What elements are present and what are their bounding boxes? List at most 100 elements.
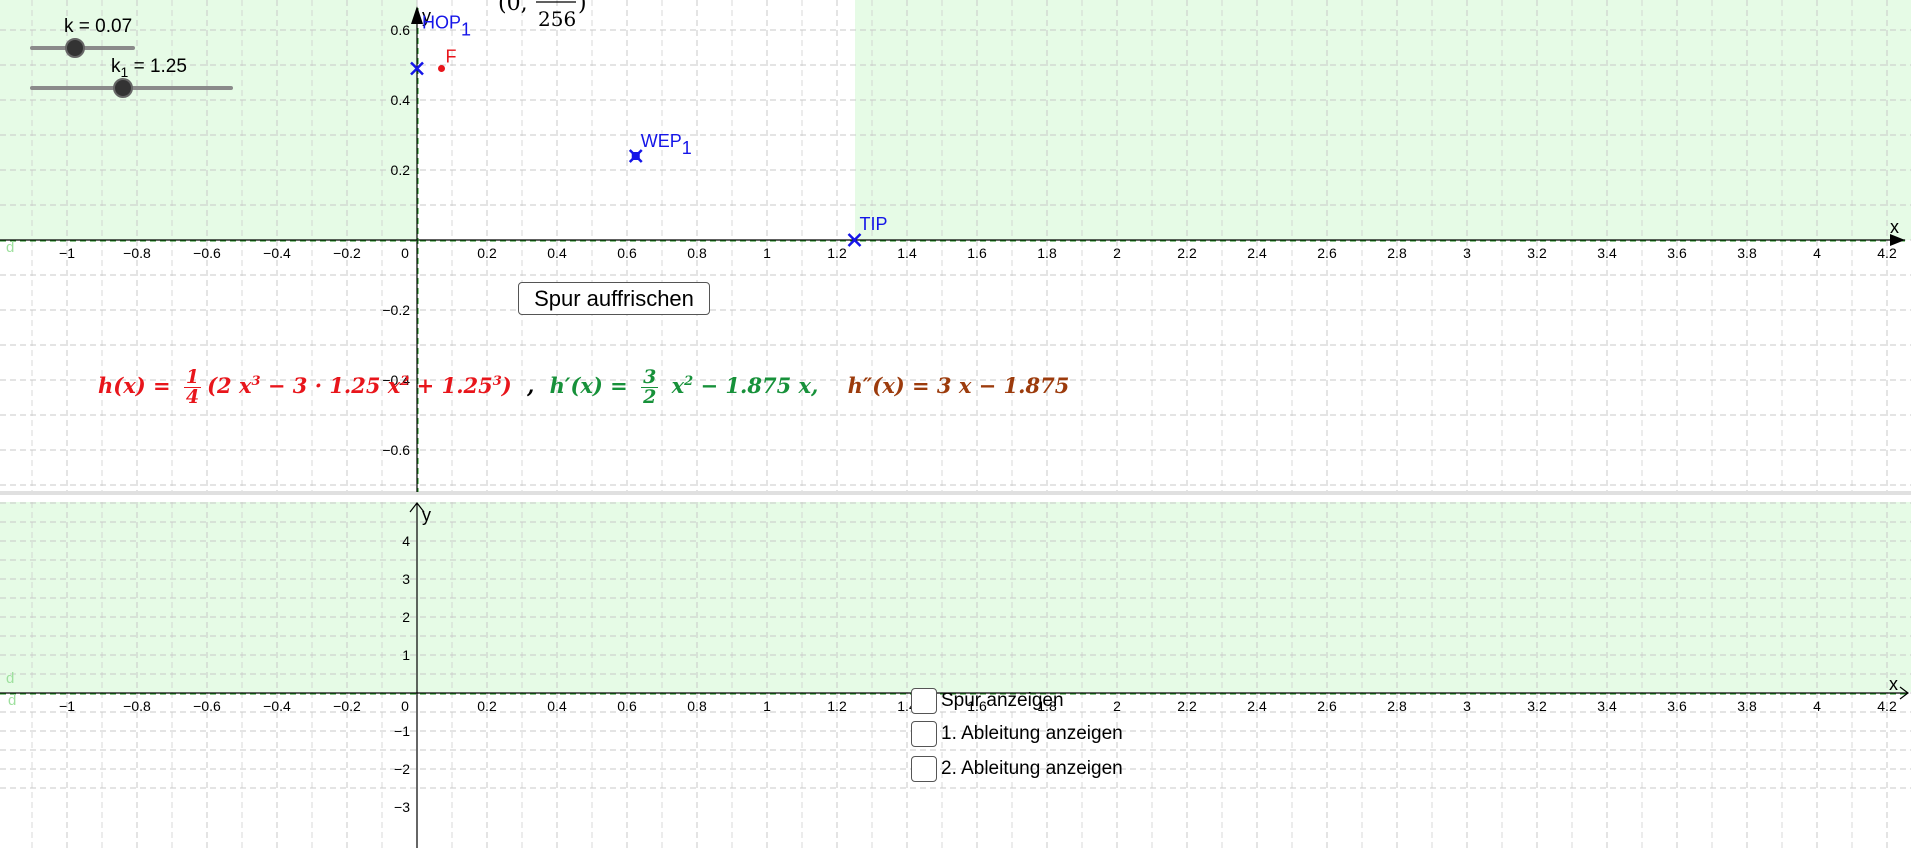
x-tick-label: 2.4 bbox=[1247, 245, 1267, 261]
slider-k1-handle[interactable] bbox=[113, 78, 133, 98]
x-tick-label: 4 bbox=[1813, 245, 1821, 261]
top-tick-labels: −1 −0.8 −0.6 −0.4 −0.2 0 0.2 0.4 0.6 0.8 1 1.2 1.4 1.… bbox=[59, 22, 1897, 458]
slider-k1[interactable]: k1 = 1.25 bbox=[28, 54, 238, 99]
top-x-axis-label: x bbox=[1890, 217, 1899, 237]
faint-d-label: d bbox=[6, 670, 14, 687]
checkbox-show-trace[interactable]: Spur anzeigen bbox=[911, 686, 1064, 716]
inflection-marker bbox=[631, 152, 640, 160]
x-tick-label: 0.6 bbox=[617, 698, 637, 714]
x-tick-label: 3 bbox=[1463, 698, 1471, 714]
checkbox-show-trace-label: Spur anzeigen bbox=[941, 690, 1064, 711]
checkbox-show-second-derivative[interactable]: 2. Ableitung anzeigen bbox=[911, 754, 1123, 784]
h-formula: h(x) = 1 4 (2 x3 − 3 · 1.25 x2 + 1.253) bbox=[98, 366, 512, 408]
bottom-shade bbox=[0, 502, 1911, 692]
x-tick-label: 3.6 bbox=[1667, 698, 1687, 714]
top-axes bbox=[0, 6, 1905, 492]
slider-k-handle[interactable] bbox=[65, 38, 85, 58]
x-tick-label: −1 bbox=[59, 245, 75, 261]
top-y-axis-label: y bbox=[422, 6, 431, 26]
x-tick-label: 1 bbox=[763, 245, 771, 261]
x-tick-label: −0.6 bbox=[193, 245, 221, 261]
svg-text:): ) bbox=[578, 0, 587, 16]
x-tick-label: 2.4 bbox=[1247, 698, 1267, 714]
point-label-tip: TIP bbox=[860, 214, 888, 234]
checkbox-first-derivative-label: 1. Ableitung anzeigen bbox=[941, 723, 1123, 744]
x-tick-label: 1.4 bbox=[897, 245, 917, 261]
x-tick-label: 3 bbox=[1463, 245, 1471, 261]
svg-text:(0,: (0, bbox=[498, 0, 528, 16]
y-tick-label: −0.6 bbox=[382, 442, 410, 458]
checkbox-first-derivative-box[interactable] bbox=[911, 721, 937, 747]
bottom-x-axis-label: x bbox=[1889, 674, 1898, 694]
x-tick-label: −1 bbox=[59, 698, 75, 714]
checkbox-show-trace-box[interactable] bbox=[911, 688, 937, 714]
x-tick-label: 0.2 bbox=[477, 698, 497, 714]
x-arrow-icon bbox=[1890, 234, 1905, 246]
coordinate-label: (0, 256 ) bbox=[498, 0, 587, 31]
y-tick-label: −2 bbox=[394, 761, 410, 777]
point-hop-marker[interactable] bbox=[410, 61, 424, 76]
slider-k-label: k = 0.07 bbox=[64, 16, 133, 37]
x-tick-label: 2.8 bbox=[1387, 245, 1407, 261]
x-tick-label: 2.6 bbox=[1317, 245, 1337, 261]
refresh-trace-button[interactable]: Spur auffrischen bbox=[518, 282, 710, 315]
x-tick-label: −0.2 bbox=[333, 698, 361, 714]
x-tick-label: 0.2 bbox=[477, 245, 497, 261]
y-arrow-icon bbox=[411, 6, 423, 24]
x-tick-label: 1.6 bbox=[967, 245, 987, 261]
x-tick-label: 3.4 bbox=[1597, 245, 1617, 261]
y-tick-label: −3 bbox=[394, 799, 410, 815]
y-tick-label: −1 bbox=[394, 723, 410, 739]
x-tick-label: 1.8 bbox=[1037, 698, 1057, 714]
checkbox-second-derivative-box[interactable] bbox=[911, 756, 937, 782]
x-tick-label: 0 bbox=[401, 698, 409, 714]
x-tick-label: 1.8 bbox=[1037, 245, 1057, 261]
point-tip-marker[interactable] bbox=[847, 233, 862, 247]
x-tick-label: 2.6 bbox=[1317, 698, 1337, 714]
y-tick-label: −0.2 bbox=[382, 302, 410, 318]
x-tick-label: 1 bbox=[763, 698, 771, 714]
x-tick-label: 2 bbox=[1113, 245, 1121, 261]
x-tick-label: 0.6 bbox=[617, 245, 637, 261]
point-label-hop: HOP1 bbox=[422, 13, 471, 40]
x-tick-label: 3.2 bbox=[1527, 698, 1547, 714]
x-tick-label: 0.8 bbox=[687, 698, 707, 714]
x-tick-label: 1.2 bbox=[827, 245, 847, 261]
y-tick-label: 0.6 bbox=[391, 22, 411, 38]
x-tick-label: 2.2 bbox=[1177, 698, 1197, 714]
bottom-axes bbox=[0, 502, 1909, 848]
point-label-f: F bbox=[446, 47, 457, 67]
y-tick-label: 3 bbox=[402, 571, 410, 587]
slider-k1-label: k1 = 1.25 bbox=[111, 56, 187, 80]
x-tick-label: −0.2 bbox=[333, 245, 361, 261]
slider-k[interactable]: k = 0.07 bbox=[28, 15, 168, 60]
x-tick-label: 3.4 bbox=[1597, 698, 1617, 714]
x-tick-label: −0.8 bbox=[123, 245, 151, 261]
y-tick-label: 4 bbox=[402, 533, 410, 549]
faint-d-label: d bbox=[8, 692, 16, 709]
x-tick-label: −0.8 bbox=[123, 698, 151, 714]
bottom-tick-labels: −1 −0.8 −0.6 −0.4 −0.2 0 0.2 0.4 0.6 0.8 1 1.2 1.4 1.… bbox=[59, 533, 1897, 815]
top-grid bbox=[0, 0, 1911, 491]
x-tick-label: 2 bbox=[1113, 698, 1121, 714]
checkbox-show-first-derivative[interactable]: 1. Ableitung anzeigen bbox=[911, 719, 1123, 749]
x-tick-label: 2.8 bbox=[1387, 698, 1407, 714]
x-tick-label: 2.2 bbox=[1177, 245, 1197, 261]
point-f[interactable] bbox=[438, 65, 445, 72]
top-shade-right bbox=[855, 0, 1911, 240]
x-tick-label: 0.4 bbox=[547, 245, 567, 261]
y-tick-label: 2 bbox=[402, 609, 410, 625]
h2-formula: h″(x) = 3 x − 1.875 bbox=[847, 373, 1070, 398]
x-arrow-icon bbox=[1899, 686, 1909, 700]
faint-d-label: d bbox=[6, 239, 14, 256]
x-tick-label: −0.4 bbox=[263, 245, 291, 261]
x-tick-label: 1.2 bbox=[827, 698, 847, 714]
y-arrow-icon bbox=[409, 502, 425, 513]
x-tick-label: 4.2 bbox=[1877, 245, 1897, 261]
svg-text:256: 256 bbox=[538, 7, 576, 31]
y-tick-label: −0.4 bbox=[382, 372, 410, 388]
